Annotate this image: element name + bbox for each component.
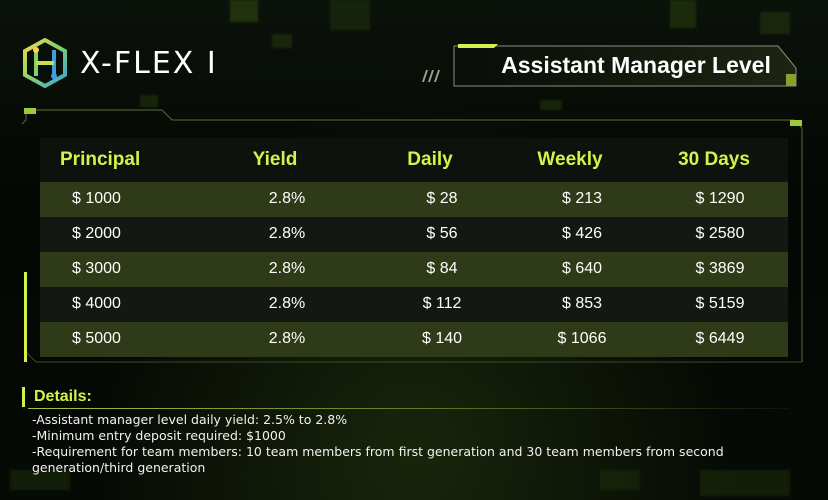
details-list: -Assistant manager level daily yield: 2.… bbox=[32, 412, 792, 476]
table-row: $ 4000 2.8% $ 112 $ 853 $ 5159 bbox=[40, 287, 788, 322]
cell-30-days: $ 6449 bbox=[695, 330, 745, 348]
bg-glow-block bbox=[230, 0, 258, 22]
header-principal: Principal bbox=[60, 149, 141, 170]
bg-glow-block bbox=[670, 0, 696, 28]
cell-30-days: $ 2580 bbox=[695, 225, 745, 243]
cell-daily: $ 140 bbox=[421, 330, 463, 348]
cell-daily: $ 112 bbox=[422, 295, 462, 313]
cell-yield: 2.8% bbox=[268, 295, 306, 313]
cell-yield: 2.8% bbox=[268, 225, 306, 243]
bg-glow-block bbox=[330, 0, 370, 30]
circuit-hexagon-logo-icon bbox=[23, 38, 67, 88]
bg-glow-block bbox=[540, 100, 562, 110]
details-line: -Requirement for team members: 10 team m… bbox=[32, 444, 724, 459]
cell-principal: $ 4000 bbox=[72, 295, 121, 313]
bg-glow-block bbox=[600, 470, 640, 490]
bg-glow-block bbox=[272, 34, 292, 48]
banner-frame bbox=[453, 44, 797, 87]
table-row: $ 5000 2.8% $ 140 $ 1066 $ 6449 bbox=[40, 322, 788, 357]
cell-principal: $ 1000 bbox=[72, 190, 121, 208]
cell-weekly: $ 213 bbox=[561, 190, 603, 208]
cell-weekly: $ 853 bbox=[561, 295, 603, 313]
cell-weekly: $ 640 bbox=[561, 260, 603, 278]
level-title: Assistant Manager Level bbox=[501, 52, 771, 78]
header-weekly: Weekly bbox=[537, 149, 603, 170]
header-30-days: 30 Days bbox=[678, 149, 750, 170]
details-line: -Assistant manager level daily yield: 2.… bbox=[32, 412, 348, 427]
level-banner: Assistant Manager Level bbox=[448, 44, 808, 88]
cell-principal: $ 2000 bbox=[72, 225, 121, 243]
details-title: Details: bbox=[34, 388, 92, 405]
cell-daily: $ 56 bbox=[426, 225, 458, 243]
cell-yield: 2.8% bbox=[268, 260, 306, 278]
table-header: Principal Yield Daily Weekly 30 Days bbox=[40, 138, 788, 182]
details-line: generation/third generation bbox=[32, 460, 206, 475]
cell-yield: 2.8% bbox=[268, 190, 306, 208]
cell-daily: $ 28 bbox=[426, 190, 458, 208]
bg-glow-block bbox=[140, 95, 158, 107]
header-daily: Daily bbox=[407, 149, 453, 170]
stripe-decoration bbox=[422, 70, 440, 82]
cell-weekly: $ 426 bbox=[561, 225, 603, 243]
header-yield: Yield bbox=[252, 149, 298, 170]
details-accent-bar bbox=[22, 387, 25, 407]
bg-glow-block bbox=[700, 470, 790, 496]
details-line: -Minimum entry deposit required: $1000 bbox=[32, 428, 286, 443]
cell-daily: $ 84 bbox=[426, 260, 458, 278]
bg-glow-block bbox=[10, 470, 70, 490]
cell-30-days: $ 5159 bbox=[695, 295, 745, 313]
table-row: $ 1000 2.8% $ 28 $ 213 $ 1290 bbox=[40, 182, 788, 217]
cell-yield: 2.8% bbox=[268, 330, 306, 348]
table-frame bbox=[22, 108, 803, 363]
yield-table: Principal Yield Daily Weekly 30 Days $ 1… bbox=[40, 138, 788, 357]
details-section: Details: -Assistant manager level daily … bbox=[22, 382, 802, 500]
table-row: $ 2000 2.8% $ 56 $ 426 $ 2580 bbox=[40, 217, 788, 252]
brand-name: X-FLEX I bbox=[80, 45, 218, 81]
cell-weekly: $ 1066 bbox=[557, 330, 607, 348]
brand-logo: X-FLEX I bbox=[22, 38, 218, 88]
details-divider bbox=[28, 408, 788, 409]
table-row: $ 3000 2.8% $ 84 $ 640 $ 3869 bbox=[40, 252, 788, 287]
cell-principal: $ 3000 bbox=[72, 260, 121, 278]
cell-principal: $ 5000 bbox=[72, 330, 121, 348]
cell-30-days: $ 1290 bbox=[695, 190, 745, 208]
bg-glow-block bbox=[760, 12, 790, 34]
cell-30-days: $ 3869 bbox=[695, 260, 745, 278]
